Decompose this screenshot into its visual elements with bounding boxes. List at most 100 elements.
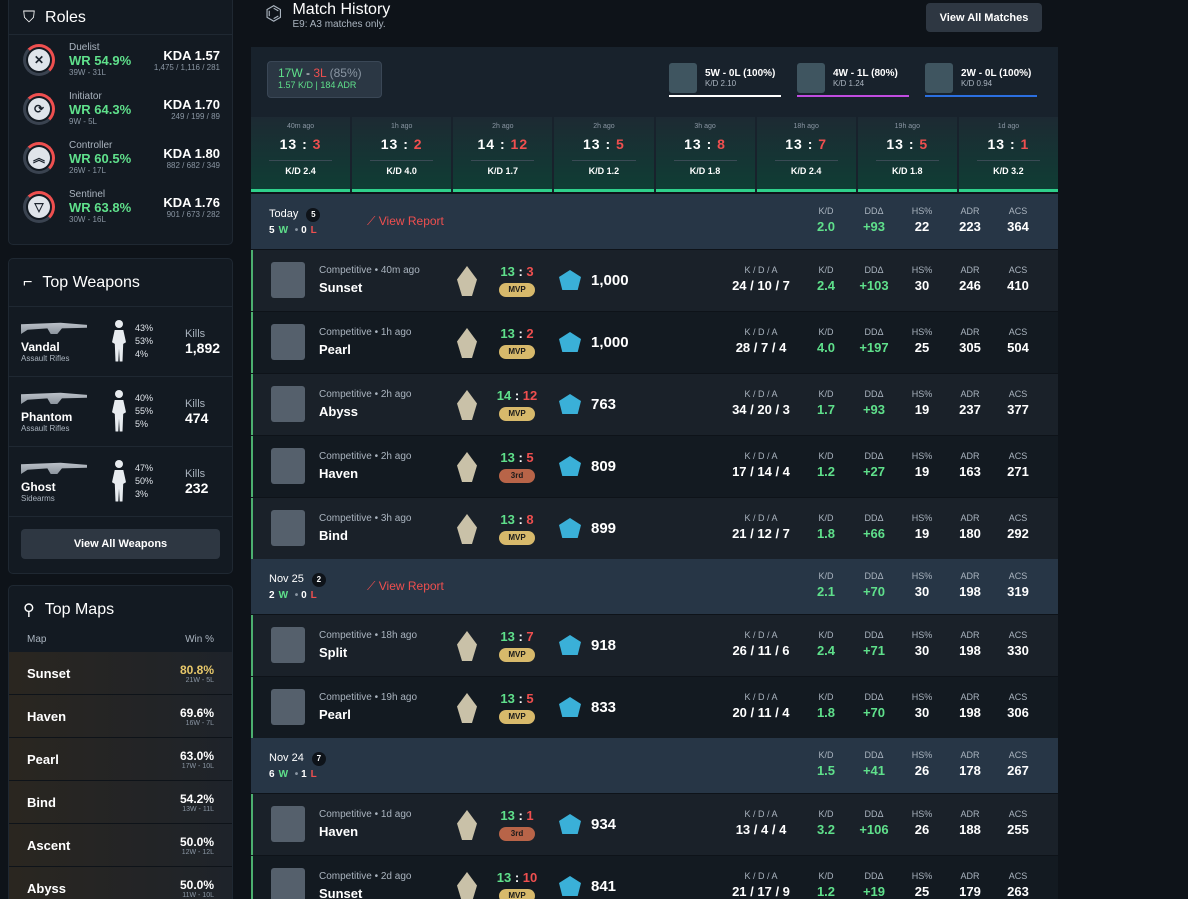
rank-icon	[457, 872, 477, 899]
score-enemy: 3	[526, 264, 534, 279]
stat-value: 25	[914, 884, 930, 899]
stat-value: +197	[859, 340, 889, 355]
kda-value: 28 / 7 / 4	[735, 340, 787, 355]
kda-label: K / D / A	[744, 513, 778, 523]
role-ring: ⟳	[23, 92, 55, 125]
game-kd: K/D 2.4	[774, 160, 838, 176]
match-row[interactable]: Competitive • 2d ago Sunset 13 : 10 MVP 841 K…	[251, 856, 1058, 899]
w-suffix: W	[278, 590, 289, 601]
view-all-matches-button[interactable]: View All Matches	[926, 3, 1042, 32]
game-score: 13 : 1	[959, 136, 1058, 152]
map-row[interactable]: Abyss 50.0% 11W - 10L	[9, 867, 232, 899]
match-row[interactable]: Competitive • 18h ago Split 13 : 7 MVP 918 K …	[251, 615, 1058, 676]
recent-games-strip: 40m ago 13 : 3 K/D 2.4 1h ago 13 : 2 K/D 4.0 2…	[251, 117, 1058, 192]
stat-kd: K/D 2.4	[802, 630, 850, 658]
role-kda: KDA 1.80	[163, 145, 220, 161]
recent-game-card[interactable]: 40m ago 13 : 3 K/D 2.4	[251, 117, 351, 192]
stat-value: 292	[1007, 526, 1029, 541]
kda-value: 21 / 12 / 7	[732, 526, 790, 541]
match-row[interactable]: Competitive • 2h ago Abyss 14 : 12 MVP 763 K …	[251, 374, 1058, 435]
map-name: Sunset	[27, 665, 71, 681]
map-row[interactable]: Sunset 80.8% 21W - 5L	[9, 652, 232, 695]
network-icon: ⌬	[265, 3, 283, 25]
stat-label: K/D	[818, 809, 834, 819]
stat-label: DDΔ	[864, 871, 884, 881]
match-row[interactable]: Competitive • 1d ago Haven 13 : 1 3rd 934 K /…	[251, 794, 1058, 855]
stat-adr: ADR 223	[946, 206, 994, 234]
stat-kd: K/D 2.4	[802, 265, 850, 293]
weapon-row[interactable]: Vandal Assault Rifles 43% 53% 4% Kills 1,892	[9, 307, 232, 377]
game-score: 13 : 7	[757, 136, 856, 152]
stat-dd: DDΔ +93	[850, 389, 898, 417]
map-row[interactable]: Bind 54.2% 13W - 11L	[9, 781, 232, 824]
map-row[interactable]: Pearl 63.0% 17W - 10L	[9, 738, 232, 781]
score-enemy: 1	[1020, 136, 1030, 152]
stat-value: 267	[1007, 763, 1029, 778]
match-row[interactable]: Competitive • 2h ago Haven 13 : 5 3rd 809 K /…	[251, 436, 1058, 497]
recent-game-card[interactable]: 2h ago 14 : 12 K/D 1.7	[453, 117, 553, 192]
weapon-row[interactable]: Phantom Assault Rifles 40% 55% 5% Kills 474	[9, 377, 232, 447]
stat-acs: ACS 504	[994, 327, 1042, 355]
stat-value: 1.5	[816, 763, 836, 778]
recent-game-card[interactable]: 1d ago 13 : 1 K/D 3.2	[958, 117, 1058, 192]
score-sep: :	[514, 691, 527, 706]
weapon-category: Assault Rifles	[21, 424, 70, 433]
role-name: Duelist	[69, 42, 100, 53]
game-score: 13 : 3	[251, 136, 350, 152]
stat-value: 198	[959, 643, 981, 658]
stat-label: K/D	[818, 389, 834, 399]
recent-game-card[interactable]: 19h ago 13 : 5 K/D 1.8	[857, 117, 957, 192]
agent-stats: 4W - 1L (80%) K/D 1.24	[833, 68, 898, 88]
score-sep: :	[903, 136, 920, 152]
rating-value: 918	[591, 636, 617, 654]
agent-underline	[925, 95, 1037, 97]
role-winrate: WR 64.3%	[69, 102, 132, 117]
match-row[interactable]: Competitive • 3h ago Bind 13 : 8 MVP 899 K / …	[251, 498, 1058, 559]
match-row[interactable]: Competitive • 1h ago Pearl 13 : 2 MVP 1,000 K…	[251, 312, 1058, 373]
role-kda: KDA 1.57	[163, 47, 220, 63]
placement-badge: MVP	[499, 710, 535, 724]
stat-label: ACS	[1008, 750, 1028, 760]
match-map: Haven	[319, 466, 359, 481]
view-all-weapons-button[interactable]: View All Weapons	[21, 529, 220, 559]
view-report-link[interactable]: ⟋ View Report	[367, 214, 444, 229]
stat-label: ADR	[960, 809, 980, 819]
top-weapons-panel: ⌐ Top Weapons Vandal Assault Rifles 43% 53% 4…	[8, 258, 233, 574]
match-row[interactable]: Competitive • 40m ago Sunset 13 : 3 MVP 1,00…	[251, 250, 1058, 311]
map-row[interactable]: Ascent 50.0% 12W - 12L	[9, 824, 232, 867]
recent-game-card[interactable]: 2h ago 13 : 5 K/D 1.2	[554, 117, 654, 192]
stat-value: 178	[959, 763, 981, 778]
stat-label: ADR	[960, 265, 980, 275]
match-kda: K / D / A 13 / 4 / 4	[701, 809, 821, 837]
stat-dd: DDΔ +70	[850, 571, 898, 599]
match-kda: K / D / A 20 / 11 / 4	[701, 692, 821, 720]
kda-label: K / D / A	[744, 451, 778, 461]
kda-label: K / D / A	[744, 692, 778, 702]
w-suffix: W	[278, 769, 289, 780]
kills-value: 232	[185, 479, 209, 496]
stat-value: 364	[1007, 219, 1029, 234]
stat-value: 223	[959, 219, 981, 234]
recent-game-card[interactable]: 1h ago 13 : 2 K/D 4.0	[352, 117, 452, 192]
placement-badge: MVP	[499, 889, 535, 899]
match-row[interactable]: Competitive • 19h ago Pearl 13 : 5 MVP 833 K …	[251, 677, 1058, 738]
roles-panel: ⛉ Roles ✕ Duelist WR 54.9% 39W - 31L KDA 1.57…	[8, 0, 233, 245]
weapon-row[interactable]: Ghost Sidearms 47% 50% 3% Kills 232	[9, 447, 232, 517]
recent-game-card[interactable]: 3h ago 13 : 8 K/D 1.8	[655, 117, 755, 192]
score-team: 13	[886, 136, 904, 152]
view-report-link[interactable]: ⟋ View Report	[367, 579, 444, 594]
agent-portrait	[271, 868, 305, 899]
role-kda: KDA 1.76	[163, 194, 220, 210]
day-wins: 6	[269, 769, 275, 780]
score-sep: :	[297, 136, 313, 152]
score-team: 13	[500, 629, 515, 644]
recent-game-card[interactable]: 18h ago 13 : 7 K/D 2.4	[756, 117, 856, 192]
map-row[interactable]: Haven 69.6% 16W - 7L	[9, 695, 232, 738]
match-stats: K/D 2.4 DDΔ +71 HS% 30 ADR 198 ACS 330	[802, 630, 1042, 658]
kda-label: K / D / A	[744, 809, 778, 819]
score-enemy: 2	[413, 136, 423, 152]
score-enemy: 8	[526, 512, 534, 527]
day-header: Nov 25 2 2 W • 0 L ⟋ View Report K/D 2.1 DDΔ +70 H…	[251, 559, 1058, 614]
stat-label: ADR	[960, 871, 980, 881]
